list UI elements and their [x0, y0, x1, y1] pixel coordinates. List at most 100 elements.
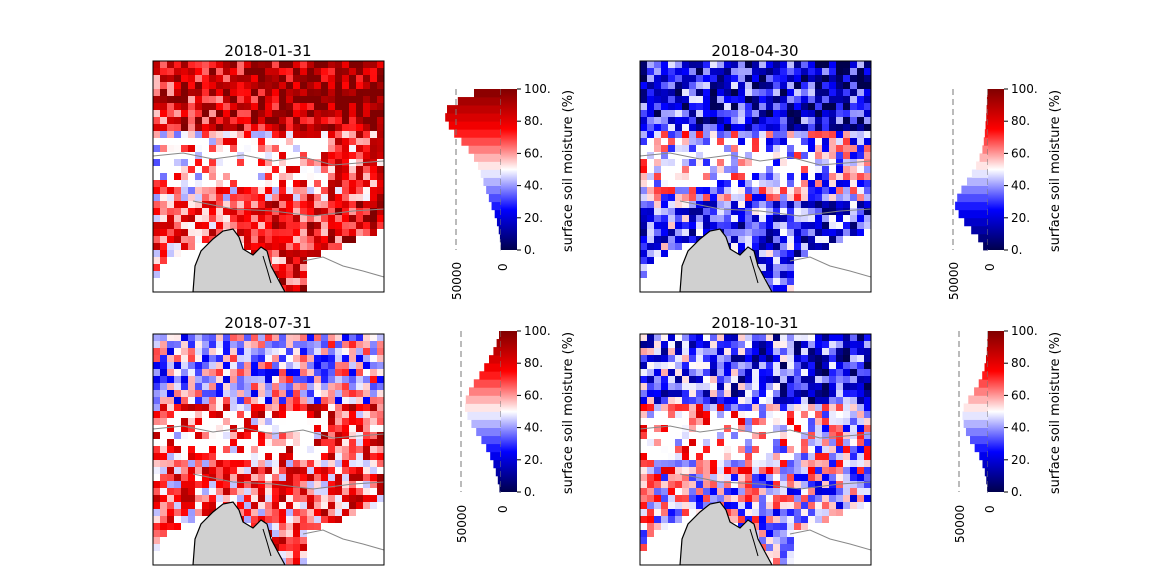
- map-cell: [696, 131, 703, 138]
- map-cell: [801, 103, 808, 110]
- map-cell: [745, 341, 752, 348]
- map-cell: [209, 75, 216, 82]
- map-cell: [661, 222, 668, 229]
- map-cell: [787, 446, 794, 453]
- map-cell: [787, 75, 794, 82]
- map-cell: [251, 453, 258, 460]
- hist-bar: [984, 363, 988, 372]
- map-cell: [195, 488, 202, 495]
- map-cell: [759, 250, 766, 257]
- map-cell: [780, 404, 787, 411]
- map-cell: [647, 75, 654, 82]
- border-line: [153, 152, 384, 166]
- map-cell: [857, 502, 864, 509]
- map-cell: [356, 460, 363, 467]
- map-cell: [745, 215, 752, 222]
- map-cell: [251, 439, 258, 446]
- map-cell: [766, 82, 773, 89]
- map-cell: [787, 376, 794, 383]
- map-cell: [738, 376, 745, 383]
- map-cell: [829, 369, 836, 376]
- hist-bar: [985, 355, 988, 364]
- map-cell: [167, 89, 174, 96]
- map-cell: [265, 383, 272, 390]
- map-cell: [300, 369, 307, 376]
- colorbar-tick-label: 40.: [524, 179, 543, 193]
- map-cell: [370, 229, 377, 236]
- map-cell: [174, 495, 181, 502]
- map-cell: [689, 341, 696, 348]
- map-cell: [188, 61, 195, 68]
- map-cell: [230, 432, 237, 439]
- map-cell: [640, 250, 647, 257]
- map-cell: [864, 194, 871, 201]
- map-cell: [321, 502, 328, 509]
- map-cell: [801, 348, 808, 355]
- map-cell: [654, 180, 661, 187]
- map-cell: [370, 187, 377, 194]
- hist-bar: [499, 331, 501, 340]
- map-cell: [272, 467, 279, 474]
- map-cell: [822, 61, 829, 68]
- map-cell: [829, 187, 836, 194]
- map-cell: [710, 369, 717, 376]
- map-cell: [647, 201, 654, 208]
- map-cell: [342, 418, 349, 425]
- map-cell: [780, 523, 787, 530]
- map-cell: [251, 131, 258, 138]
- map-cell: [286, 369, 293, 376]
- map-cell: [293, 432, 300, 439]
- map-cell: [724, 348, 731, 355]
- hist-bar: [469, 387, 501, 396]
- map-cell: [647, 208, 654, 215]
- map-cell: [752, 383, 759, 390]
- map-cell: [209, 390, 216, 397]
- colorbar-tick-label: 80.: [1011, 114, 1030, 128]
- map-cell: [244, 124, 251, 131]
- map-cell: [724, 124, 731, 131]
- map-cell: [258, 516, 265, 523]
- map-cell: [689, 439, 696, 446]
- map-cell: [738, 509, 745, 516]
- map-cell: [724, 110, 731, 117]
- map-cell: [363, 89, 370, 96]
- map-cell: [265, 516, 272, 523]
- map-cell: [689, 187, 696, 194]
- map-cell: [710, 390, 717, 397]
- map-cell: [258, 348, 265, 355]
- map-cell: [265, 68, 272, 75]
- map-cell: [850, 103, 857, 110]
- map-cell: [682, 138, 689, 145]
- map-cell: [850, 334, 857, 341]
- map-cell: [272, 89, 279, 96]
- map-cell: [801, 376, 808, 383]
- map-cell: [661, 446, 668, 453]
- map-cell: [647, 439, 654, 446]
- map-cell: [244, 145, 251, 152]
- map-cell: [682, 215, 689, 222]
- map-cell: [244, 509, 251, 516]
- map-cell: [647, 376, 654, 383]
- map-cell: [759, 334, 766, 341]
- map-cell: [195, 110, 202, 117]
- map-cell: [808, 460, 815, 467]
- map-cell: [328, 404, 335, 411]
- map-cell: [293, 551, 300, 558]
- map-cell: [682, 460, 689, 467]
- map-cell: [349, 173, 356, 180]
- map-cell: [794, 82, 801, 89]
- map-cell: [363, 61, 370, 68]
- map-cell: [829, 341, 836, 348]
- map-cell: [160, 390, 167, 397]
- map-cell: [223, 432, 230, 439]
- map-cell: [675, 453, 682, 460]
- map-cell: [293, 376, 300, 383]
- map-cell: [202, 474, 209, 481]
- map-cell: [286, 138, 293, 145]
- map-cell: [682, 166, 689, 173]
- map-cell: [174, 446, 181, 453]
- map-cell: [808, 495, 815, 502]
- map-frame: [152, 60, 385, 293]
- map-cell: [822, 166, 829, 173]
- map-cell: [731, 334, 738, 341]
